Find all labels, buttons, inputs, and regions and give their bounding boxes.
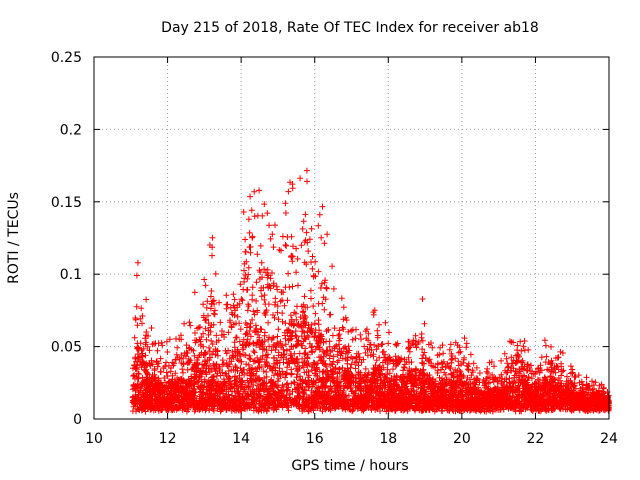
x-tick-label: 18 (379, 431, 397, 447)
grid-layer (94, 57, 609, 419)
x-tick-label: 16 (306, 431, 324, 447)
x-axis-label: GPS time / hours (291, 458, 408, 474)
plot-frame (93, 56, 610, 420)
x-tick-label: 12 (159, 431, 177, 447)
axis-ticks (93, 56, 610, 420)
chart-title: Day 215 of 2018, Rate Of TEC Index for r… (161, 20, 539, 36)
x-tick-label: 20 (453, 431, 471, 447)
x-tick-label: 24 (600, 431, 618, 447)
y-tick-label: 0 (73, 412, 82, 428)
data-points (129, 167, 612, 415)
y-tick-label: 0.2 (60, 122, 82, 138)
y-tick-label: 0.25 (51, 50, 82, 66)
y-tick-labels: 0 0.05 0.1 0.15 0.2 0.25 (51, 50, 82, 428)
roti-points (129, 167, 612, 415)
x-tick-labels: 10 12 14 16 18 20 22 24 (85, 431, 618, 447)
y-tick-label: 0.1 (60, 267, 82, 283)
x-tick-label: 22 (527, 431, 545, 447)
x-tick-label: 14 (232, 431, 250, 447)
y-tick-label: 0.15 (51, 195, 82, 211)
y-tick-label: 0.05 (51, 340, 82, 356)
y-axis-label: ROTI / TECUs (6, 192, 22, 284)
x-tick-label: 10 (85, 431, 103, 447)
